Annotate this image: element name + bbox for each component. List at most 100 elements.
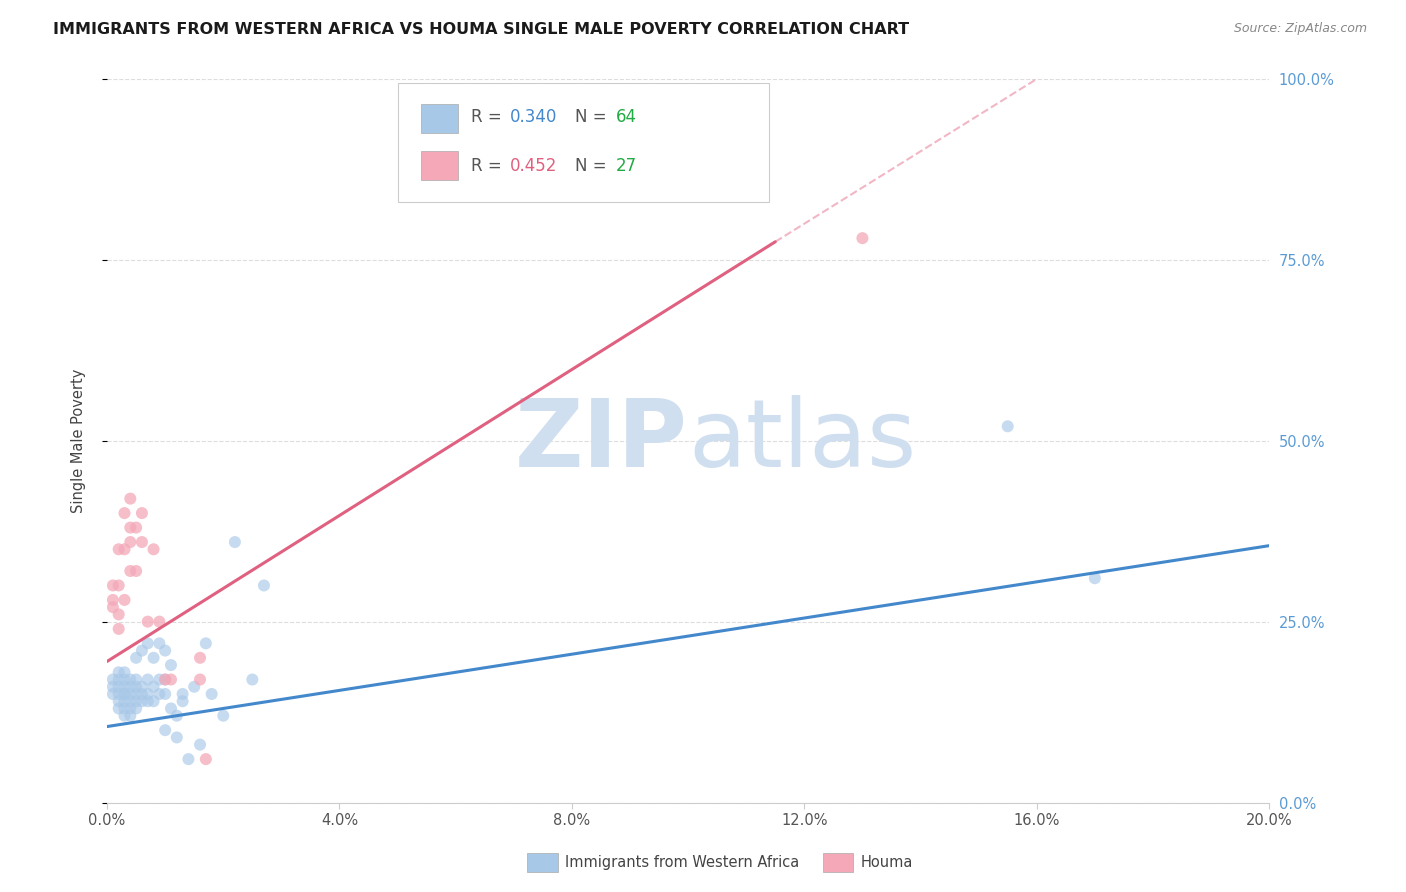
Text: 64: 64 [616, 108, 637, 127]
Point [136, 636, 159, 650]
Point [148, 636, 170, 650]
Point [166, 731, 188, 745]
Point [107, 680, 129, 694]
Point [177, 752, 200, 766]
Text: Houma: Houma [860, 855, 912, 870]
Text: N =: N = [575, 108, 612, 127]
Point [114, 701, 136, 715]
Point [131, 506, 153, 520]
Point [142, 680, 165, 694]
Point [125, 673, 148, 687]
Point [120, 520, 142, 534]
Point [101, 578, 124, 592]
Point [160, 658, 183, 673]
Point [101, 593, 124, 607]
Point [212, 708, 235, 723]
FancyBboxPatch shape [398, 83, 769, 202]
Point [201, 687, 224, 701]
Text: Source: ZipAtlas.com: Source: ZipAtlas.com [1233, 22, 1367, 36]
Point [114, 673, 136, 687]
Text: IMMIGRANTS FROM WESTERN AFRICA VS HOUMA SINGLE MALE POVERTY CORRELATION CHART: IMMIGRANTS FROM WESTERN AFRICA VS HOUMA … [53, 22, 910, 37]
Text: ZIP: ZIP [515, 395, 688, 487]
Point [114, 708, 136, 723]
Point [142, 694, 165, 708]
Text: 27: 27 [616, 157, 637, 175]
Y-axis label: Single Male Poverty: Single Male Poverty [72, 368, 86, 513]
Point [125, 564, 148, 578]
Point [107, 607, 129, 622]
Point [114, 593, 136, 607]
Point [120, 680, 142, 694]
Point [153, 643, 176, 657]
Point [148, 673, 170, 687]
Point [114, 542, 136, 557]
FancyBboxPatch shape [420, 152, 458, 180]
Point [120, 564, 142, 578]
Point [160, 673, 183, 687]
Point [107, 673, 129, 687]
Point [120, 491, 142, 506]
Point [166, 708, 188, 723]
Point [120, 535, 142, 549]
Point [120, 708, 142, 723]
Point [131, 680, 153, 694]
Point [136, 673, 159, 687]
Point [107, 665, 129, 680]
Point [153, 687, 176, 701]
Point [114, 687, 136, 701]
Point [148, 615, 170, 629]
Legend: , : , [423, 98, 479, 169]
Point [125, 680, 148, 694]
Point [107, 542, 129, 557]
Point [125, 520, 148, 534]
Point [114, 694, 136, 708]
Point [153, 673, 176, 687]
Text: Immigrants from Western Africa: Immigrants from Western Africa [565, 855, 800, 870]
Point [114, 506, 136, 520]
Point [120, 687, 142, 701]
Point [125, 694, 148, 708]
Point [851, 231, 873, 245]
Point [120, 701, 142, 715]
Point [183, 680, 205, 694]
FancyBboxPatch shape [420, 104, 458, 133]
Point [107, 694, 129, 708]
Point [131, 687, 153, 701]
Text: N =: N = [575, 157, 612, 175]
Point [114, 680, 136, 694]
Point [101, 600, 124, 615]
Point [194, 636, 217, 650]
Point [125, 650, 148, 665]
Point [142, 650, 165, 665]
Text: atlas: atlas [688, 395, 917, 487]
Text: 0.452: 0.452 [510, 157, 558, 175]
Point [114, 665, 136, 680]
Point [131, 694, 153, 708]
Point [136, 694, 159, 708]
Text: R =: R = [471, 157, 506, 175]
Point [114, 687, 136, 701]
Point [997, 419, 1019, 434]
Point [148, 687, 170, 701]
Point [131, 643, 153, 657]
Point [240, 673, 263, 687]
Text: 0.340: 0.340 [510, 108, 558, 127]
Point [188, 673, 211, 687]
Point [194, 752, 217, 766]
Point [125, 687, 148, 701]
Point [142, 542, 165, 557]
Point [188, 650, 211, 665]
Point [153, 673, 176, 687]
Point [224, 535, 246, 549]
Point [136, 687, 159, 701]
Point [253, 578, 276, 592]
Point [120, 673, 142, 687]
Point [1084, 571, 1107, 585]
Point [125, 701, 148, 715]
Point [107, 578, 129, 592]
Point [107, 687, 129, 701]
Point [153, 723, 176, 738]
Point [188, 738, 211, 752]
Point [101, 687, 124, 701]
Text: R =: R = [471, 108, 506, 127]
